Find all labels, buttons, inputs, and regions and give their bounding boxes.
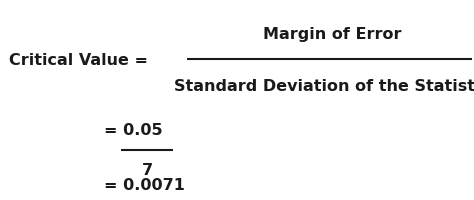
Text: Margin of Error: Margin of Error: [263, 27, 401, 41]
Text: Standard Deviation of the Statistic: Standard Deviation of the Statistic: [174, 79, 474, 93]
Text: 7: 7: [141, 163, 153, 177]
Text: Critical Value =: Critical Value =: [9, 53, 154, 67]
Text: = 0.0071: = 0.0071: [104, 177, 185, 192]
Text: = 0.05: = 0.05: [104, 123, 163, 137]
